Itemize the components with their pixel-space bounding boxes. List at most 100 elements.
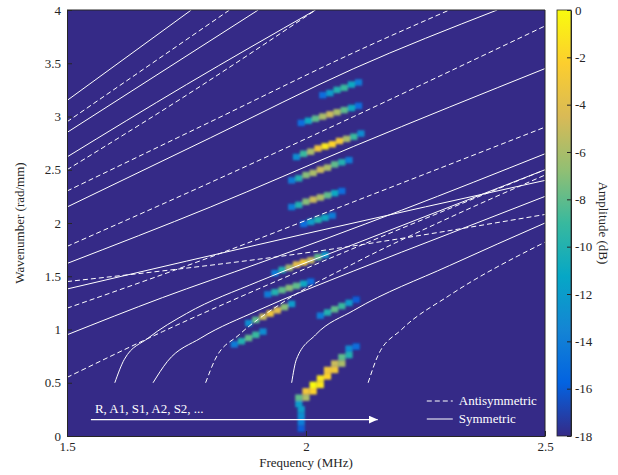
heatmap-cell — [338, 188, 345, 194]
heatmap-cell — [326, 111, 333, 117]
heatmap-cell — [345, 345, 352, 351]
heatmap-cell — [345, 300, 352, 306]
colorbar-tick-mark — [567, 57, 571, 58]
dispersion-curve — [67, 154, 545, 335]
dispersion-curve — [67, 10, 230, 122]
colorbar-tick-label: -8 — [575, 192, 586, 207]
heatmap-cell — [345, 352, 352, 358]
heatmap-cell — [333, 87, 340, 93]
y-tick: 3.5 — [45, 56, 72, 71]
heatmap-cell — [353, 343, 360, 349]
y-tick-mark — [67, 63, 72, 64]
heatmap-cell — [307, 278, 314, 284]
heatmap-cell — [295, 394, 302, 400]
heatmap-cell — [286, 285, 293, 291]
heatmap-cell — [288, 177, 295, 183]
heatmap-cell — [238, 338, 245, 344]
plot-area — [67, 10, 545, 436]
heatmap-cell — [317, 382, 324, 388]
heatmap-cell — [231, 341, 238, 347]
colorbar-tick: -14 — [567, 334, 593, 349]
heatmap-cell — [259, 328, 266, 334]
dispersion-curve — [67, 10, 258, 132]
dispersion-curve — [67, 127, 545, 308]
heatmap-cell — [348, 81, 355, 87]
colorbar-tick-mark — [567, 10, 571, 11]
heatmap-cell — [302, 172, 309, 178]
y-tick: 2.5 — [45, 162, 72, 177]
colorbar-tick-label: -6 — [575, 145, 586, 160]
colorbar-tick: -6 — [567, 145, 586, 160]
legend-swatch — [427, 401, 453, 402]
heatmap-cell — [338, 354, 345, 360]
plot-frame — [67, 10, 545, 436]
x-tick-label: 2.5 — [537, 439, 553, 454]
y-tick: 1 — [55, 322, 73, 337]
colorbar-tick-label: -2 — [575, 50, 586, 65]
heatmap-cell — [338, 159, 345, 165]
heatmap-cell — [288, 301, 295, 307]
heatmap-cell — [353, 296, 360, 302]
heatmap-cell — [350, 134, 357, 140]
heatmap-cell — [310, 196, 317, 202]
y-tick-mark — [67, 383, 72, 384]
dispersion-curve — [292, 223, 545, 383]
x-tick: 2 — [303, 431, 310, 454]
heatmap-cell — [298, 406, 305, 412]
heatmap-cells — [231, 79, 365, 432]
heatmap-cell — [329, 141, 336, 147]
y-axis: 00.511.522.533.54 — [45, 3, 72, 444]
heatmap-cell — [245, 335, 252, 341]
colorbar-tick-label: -10 — [575, 239, 592, 254]
dispersion-curve — [67, 69, 545, 264]
x-tick-label: 1.5 — [59, 439, 75, 454]
colorbar-tick: -2 — [567, 50, 586, 65]
heatmap-cell — [355, 103, 362, 109]
heatmap-cell — [310, 382, 317, 388]
dispersion-curve — [368, 242, 545, 383]
heatmap-cell — [331, 360, 338, 366]
dispersion-curve — [67, 10, 316, 157]
legend: AntisymmetricSymmetric — [427, 393, 537, 426]
heatmap-cell — [307, 148, 314, 154]
heatmap-cell — [310, 170, 317, 176]
heatmap-cell — [319, 92, 326, 98]
heatmap-cell — [314, 217, 321, 223]
heatmap-cell — [317, 375, 324, 381]
colorbar-tick: -18 — [567, 429, 592, 444]
colorbar-tick-label: 0 — [575, 3, 582, 18]
x-axis-line — [68, 436, 546, 437]
heatmap-cell — [343, 136, 350, 142]
dispersion-curve — [67, 180, 545, 289]
heatmap-cell — [319, 113, 326, 119]
heatmap-cell — [302, 199, 309, 205]
heatmap-cell — [288, 204, 295, 210]
colorbar-tick-label: -16 — [575, 381, 593, 396]
plot-background — [67, 10, 545, 436]
x-tick-mark — [306, 431, 307, 436]
annotation-arrow — [91, 419, 378, 420]
chart: 1.522.500.511.522.533.54Frequency (MHz)W… — [0, 0, 618, 475]
heatmap-cell — [295, 175, 302, 181]
colorbar-tick-mark — [567, 389, 571, 390]
dispersion-curve — [67, 10, 191, 101]
colorbar — [557, 10, 571, 436]
heatmap-cell — [338, 360, 345, 366]
y-tick-mark — [67, 170, 72, 171]
heatmap-cell — [333, 109, 340, 115]
heatmap-cell — [317, 194, 324, 200]
heatmap-cell — [300, 281, 307, 287]
y-tick-label: 0 — [55, 429, 62, 444]
y-tick-label: 2.5 — [45, 162, 61, 177]
heatmap-cell — [338, 303, 345, 309]
heatmap-cell — [310, 388, 317, 394]
y-tick-label: 2 — [55, 216, 62, 231]
x-axis-title: Frequency (MHz) — [259, 455, 353, 470]
heatmap-cell — [355, 79, 362, 85]
y-tick-label: 4 — [55, 3, 62, 18]
y-tick-label: 3 — [55, 109, 62, 124]
heatmap-cell — [331, 306, 338, 312]
y-tick: 3 — [55, 109, 73, 124]
heatmap-cell — [298, 120, 305, 126]
colorbar-axis: 0-2-4-6-8-10-12-14-16-18 — [567, 3, 593, 444]
